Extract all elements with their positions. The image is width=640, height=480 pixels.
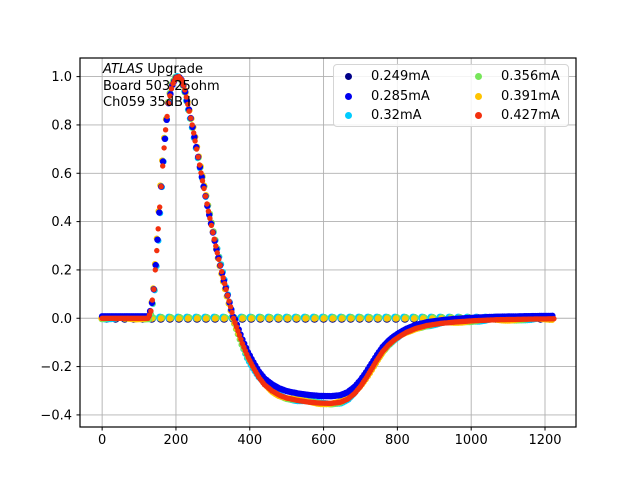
legend-marker-dot-icon <box>345 92 352 100</box>
legend-label: 0.391mA <box>501 88 560 104</box>
x-tick-label: 600 <box>311 433 336 448</box>
x-tick-label: 200 <box>164 433 189 448</box>
legend: 0.249mA 0.285mA 0.32mA 0.356mA 0.391mA 0… <box>333 64 569 127</box>
y-tick-label: −0.4 <box>40 408 72 423</box>
x-tick-label: 1200 <box>528 433 561 448</box>
legend-marker-dot-icon <box>475 112 482 120</box>
y-tick-label: 0.8 <box>51 118 72 133</box>
legend-item: 0.391mA <box>464 87 568 107</box>
legend-marker-dot-icon <box>345 112 352 120</box>
legend-item: 0.249mA <box>334 67 464 87</box>
legend-marker-dot-icon <box>345 73 352 81</box>
legend-marker-dot-icon <box>475 73 482 81</box>
legend-label: 0.356mA <box>501 69 560 85</box>
y-tick-label: 0.4 <box>51 215 72 230</box>
legend-item: 0.285mA <box>334 87 464 107</box>
plot-annotation: ATLAS Upgrade Board 503 25ohm Ch059 35dB… <box>103 62 220 112</box>
x-tick-label: 400 <box>237 433 262 448</box>
annotation-line2: Board 503 25ohm <box>103 78 220 94</box>
legend-item: 0.32mA <box>334 106 464 126</box>
x-tick-label: 0 <box>98 433 106 448</box>
legend-item: 0.356mA <box>464 67 568 87</box>
legend-label: 0.285mA <box>371 88 430 104</box>
y-tick-label: 0.0 <box>51 312 72 327</box>
annotation-line1-italic: ATLAS <box>103 62 144 77</box>
legend-label: 0.249mA <box>371 69 430 85</box>
annotation-line3: Ch059 35dB lo <box>103 95 199 110</box>
x-tick-label: 800 <box>385 433 410 448</box>
legend-marker-dot-icon <box>475 92 482 100</box>
y-tick-label: −0.2 <box>40 360 72 375</box>
annotation-line1-rest: Upgrade <box>143 62 203 77</box>
y-tick-label: 0.6 <box>51 167 72 182</box>
y-tick-label: 0.2 <box>51 263 72 278</box>
legend-label: 0.32mA <box>371 108 422 124</box>
y-tick-label: 1.0 <box>51 70 72 85</box>
legend-item: 0.427mA <box>464 106 568 126</box>
legend-label: 0.427mA <box>501 108 560 124</box>
x-tick-label: 1000 <box>455 433 488 448</box>
